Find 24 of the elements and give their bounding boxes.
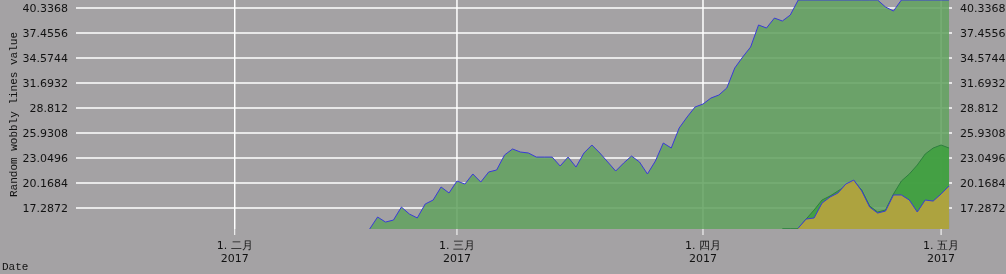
y2-tick-label: 37.4556 [960, 26, 1006, 40]
y-axis-title: Random wobbly lines value [8, 31, 20, 198]
y-tick-label: 31.6932 [22, 76, 68, 90]
y-tick-label: 28.812 [29, 101, 68, 115]
y2-tick-label: 31.6932 [960, 76, 1006, 90]
x-tick-label: 1. 四月 2017 [684, 239, 721, 265]
y-tick-label: 17.2872 [22, 201, 68, 215]
x-tick-label: 1. 五月 2017 [923, 239, 960, 265]
y-tick-label: 25.9308 [22, 126, 68, 140]
y2-tick-label: 17.2872 [960, 201, 1006, 215]
y2-tick-label: 20.1684 [960, 176, 1006, 190]
y-tick-label: 40.3368 [22, 1, 68, 15]
y2-tick-label: 34.5744 [960, 51, 1006, 65]
y-tick-label: 34.5744 [22, 51, 68, 65]
x-tick-label: 1. 二月 2017 [216, 239, 253, 265]
x-axis-title: Date [2, 261, 29, 273]
y2-tick-label: 40.3368 [960, 1, 1006, 15]
y-tick-label: 23.0496 [22, 151, 68, 165]
x-tick-label: 1. 三月 2017 [438, 239, 475, 265]
y2-tick-label: 25.9308 [960, 126, 1006, 140]
y2-tick-label: 23.0496 [960, 151, 1006, 165]
y2-tick-label: 28.812 [960, 101, 999, 115]
y-tick-label: 20.1684 [22, 176, 68, 190]
y-tick-label: 37.4556 [22, 26, 68, 40]
